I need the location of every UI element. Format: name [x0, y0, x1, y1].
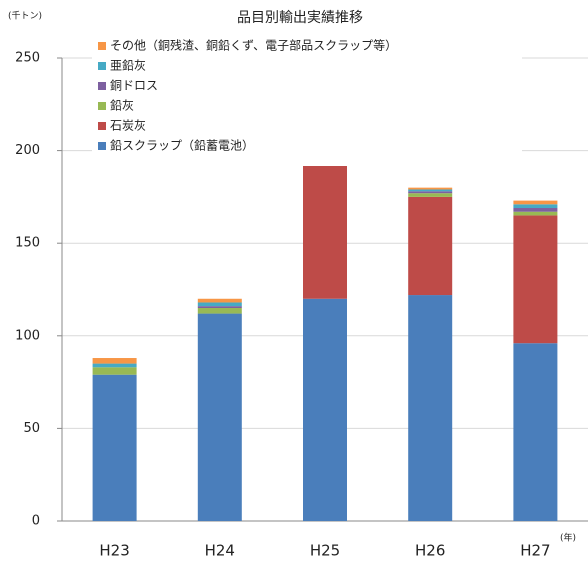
bar-segment	[197, 302, 242, 307]
y-unit: (千トン)	[8, 11, 42, 22]
bar-segment	[513, 343, 558, 521]
legend-swatch	[98, 122, 106, 130]
bar-segment	[408, 189, 453, 192]
y-tick-label: 250	[15, 51, 40, 66]
x-tick-label: H27	[520, 542, 550, 560]
y-tick-label: 50	[23, 421, 40, 436]
bar-segment	[408, 187, 453, 190]
legend-label: その他（銅残渣、銅鉛くず、電子部品スクラップ等）	[110, 38, 397, 53]
legend-swatch	[98, 82, 106, 90]
y-tick-label: 0	[32, 514, 40, 529]
bar-segment	[408, 196, 453, 296]
bar-segment	[197, 306, 242, 309]
bar-segment	[408, 193, 453, 197]
x-tick-label: H25	[310, 542, 340, 560]
legend-swatch	[98, 62, 106, 70]
bar-segment	[408, 191, 453, 194]
bar-segment	[197, 308, 242, 314]
legend-swatch	[98, 42, 106, 50]
legend-label: 鉛スクラップ（鉛蓄電池）	[110, 139, 254, 153]
x-tick-label: H26	[415, 542, 445, 560]
legend-label: 石炭灰	[110, 119, 146, 133]
bar-segment	[513, 211, 558, 216]
bar-segment	[303, 165, 347, 299]
legend-label: 銅ドロス	[110, 79, 158, 93]
chart-title: 品目別輸出実績推移	[237, 10, 363, 26]
bar-segment	[513, 200, 558, 205]
y-tick-label: 200	[15, 143, 40, 158]
bar-segment	[513, 208, 558, 212]
x-unit: (年)	[560, 532, 576, 544]
legend-label: 鉛灰	[110, 99, 134, 113]
y-tick-label: 100	[15, 328, 40, 343]
bar-segment	[92, 367, 137, 375]
legend-swatch	[98, 102, 106, 110]
bar-segment	[197, 298, 242, 303]
x-tick-label: H24	[205, 542, 235, 560]
legend-bg	[92, 36, 522, 166]
bar-segment	[92, 358, 137, 364]
y-tick-label: 150	[15, 236, 40, 251]
legend-label: 亜鉛灰	[110, 59, 146, 73]
bar-segment	[408, 295, 453, 521]
bar-segment	[92, 374, 137, 521]
bar-segment	[92, 363, 137, 368]
bar-segment	[303, 298, 347, 521]
legend-swatch	[98, 142, 106, 150]
x-tick-label: H23	[99, 542, 129, 560]
bar-segment	[513, 204, 558, 209]
bar-segment	[513, 215, 558, 344]
bar-segment	[197, 313, 242, 521]
